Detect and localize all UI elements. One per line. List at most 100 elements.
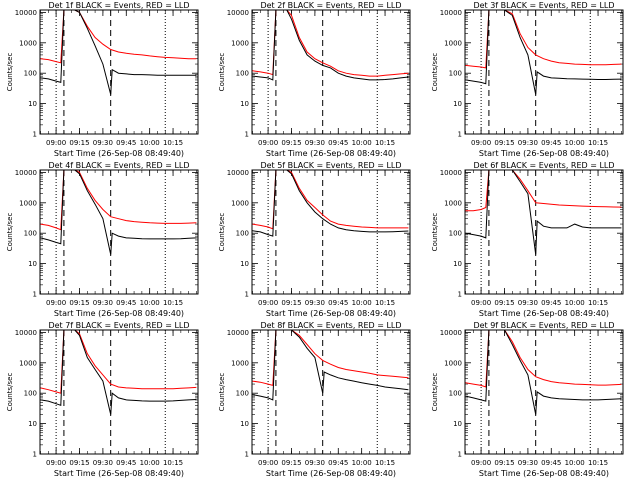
x-tick-label: 09:45: [116, 139, 136, 147]
x-tick-label: 09:00: [258, 459, 278, 467]
detector-panel-5: Det 5f BLACK = Events, RED = LLD Counts/s…: [218, 161, 411, 318]
x-tick-label: 09:00: [258, 299, 278, 307]
detector-panel-1: Det 1f BLACK = Events, RED = LLD Counts/s…: [6, 1, 199, 158]
y-axis-label: Counts/sec: [431, 53, 439, 92]
series-line-events: [252, 170, 409, 237]
y-tick-label: 10000: [440, 169, 462, 177]
y-axis-label: Counts/sec: [431, 213, 439, 252]
series-line-events: [40, 10, 197, 95]
y-tick-label: 10: [240, 100, 249, 108]
x-tick-label: 09:00: [258, 139, 278, 147]
plot-frame: [251, 9, 411, 135]
x-tick-label: 10:00: [565, 139, 585, 147]
x-tick-label: 09:15: [281, 139, 301, 147]
x-tick-label: 10:15: [588, 299, 608, 307]
y-tick-label: 1: [458, 451, 462, 459]
x-tick-label: 09:15: [494, 459, 514, 467]
series-line-events: [40, 330, 197, 415]
series-line-events: [465, 10, 622, 95]
x-tick-label: 10:15: [588, 139, 608, 147]
y-tick-label: 10000: [227, 169, 249, 177]
plot-frame: [39, 329, 199, 455]
plot-frame: [39, 169, 199, 295]
x-tick-label: 09:15: [494, 299, 514, 307]
plot-frame: [464, 169, 624, 295]
y-tick-label: 10: [240, 420, 249, 428]
x-tick-label: 10:15: [375, 459, 395, 467]
detector-panel-7: Det 7f BLACK = Events, RED = LLD Counts/s…: [6, 321, 199, 478]
plot-frame: [464, 329, 624, 455]
x-tick-label: 09:45: [328, 139, 348, 147]
x-tick-label: 09:15: [281, 299, 301, 307]
x-tick-label: 09:15: [69, 459, 89, 467]
y-tick-label: 10: [240, 260, 249, 268]
x-tick-label: 09:45: [328, 299, 348, 307]
y-tick-label: 1: [245, 131, 249, 139]
y-tick-label: 10000: [227, 329, 249, 337]
y-tick-label: 10: [28, 420, 37, 428]
y-tick-label: 1000: [19, 39, 37, 47]
detector-panel-2: Det 2f BLACK = Events, RED = LLD Counts/s…: [218, 1, 411, 158]
x-tick-label: 09:30: [93, 459, 113, 467]
x-axis-label: Start Time (26-Sep-08 08:49:40): [54, 469, 184, 478]
y-tick-label: 10: [453, 100, 462, 108]
y-tick-label: 10: [28, 260, 37, 268]
detector-panel-4: Det 4f BLACK = Events, RED = LLD Counts/s…: [6, 161, 199, 318]
y-tick-label: 1000: [19, 199, 37, 207]
x-tick-label: 10:15: [588, 459, 608, 467]
x-axis-label: Start Time (26-Sep-08 08:49:40): [479, 309, 609, 318]
y-tick-label: 100: [24, 390, 37, 398]
y-tick-label: 10: [453, 260, 462, 268]
x-tick-label: 09:00: [471, 459, 491, 467]
x-tick-label: 09:00: [471, 139, 491, 147]
series-line-events: [252, 330, 409, 401]
x-tick-label: 09:45: [116, 299, 136, 307]
y-axis-label: Counts/sec: [6, 373, 14, 412]
x-tick-label: 09:15: [69, 299, 89, 307]
x-tick-label: 09:30: [93, 299, 113, 307]
x-tick-label: 09:00: [46, 459, 66, 467]
y-tick-label: 10000: [227, 9, 249, 17]
x-tick-label: 10:00: [352, 459, 372, 467]
x-axis-label: Start Time (26-Sep-08 08:49:40): [479, 469, 609, 478]
y-tick-label: 1: [33, 291, 37, 299]
x-axis-label: Start Time (26-Sep-08 08:49:40): [479, 149, 609, 158]
x-tick-label: 10:00: [140, 139, 160, 147]
panel-title: Det 1f BLACK = Events, RED = LLD: [48, 1, 189, 10]
x-tick-label: 10:15: [163, 459, 183, 467]
y-tick-label: 1000: [444, 359, 462, 367]
y-tick-label: 1000: [231, 39, 249, 47]
x-tick-label: 10:00: [352, 299, 372, 307]
y-tick-label: 10: [453, 420, 462, 428]
x-tick-label: 10:15: [163, 299, 183, 307]
y-tick-label: 1000: [444, 199, 462, 207]
x-tick-label: 10:00: [140, 299, 160, 307]
y-tick-label: 1000: [444, 39, 462, 47]
plot-frame: [251, 329, 411, 455]
x-tick-label: 10:15: [163, 139, 183, 147]
y-tick-label: 1: [458, 291, 462, 299]
x-tick-label: 09:30: [305, 139, 325, 147]
y-axis-label: Counts/sec: [218, 53, 226, 92]
y-tick-label: 100: [24, 70, 37, 78]
panel-title: Det 5f BLACK = Events, RED = LLD: [260, 161, 401, 170]
x-tick-label: 09:15: [69, 139, 89, 147]
y-tick-label: 10000: [440, 9, 462, 17]
x-tick-label: 10:00: [352, 139, 372, 147]
y-tick-label: 1: [458, 131, 462, 139]
y-tick-label: 100: [236, 390, 249, 398]
detector-panel-3: Det 3f BLACK = Events, RED = LLD Counts/s…: [431, 1, 624, 158]
panel-title: Det 9f BLACK = Events, RED = LLD: [473, 321, 614, 330]
y-tick-label: 1: [33, 451, 37, 459]
x-tick-label: 09:00: [471, 299, 491, 307]
detector-panel-9: Det 9f BLACK = Events, RED = LLD Counts/s…: [431, 321, 624, 478]
y-tick-label: 100: [236, 70, 249, 78]
x-tick-label: 09:00: [46, 299, 66, 307]
y-axis-label: Counts/sec: [218, 213, 226, 252]
x-axis-label: Start Time (26-Sep-08 08:49:40): [266, 149, 396, 158]
plot-frame: [39, 9, 199, 135]
x-tick-label: 09:45: [541, 299, 561, 307]
panel-title: Det 7f BLACK = Events, RED = LLD: [48, 321, 189, 330]
x-axis-label: Start Time (26-Sep-08 08:49:40): [54, 149, 184, 158]
